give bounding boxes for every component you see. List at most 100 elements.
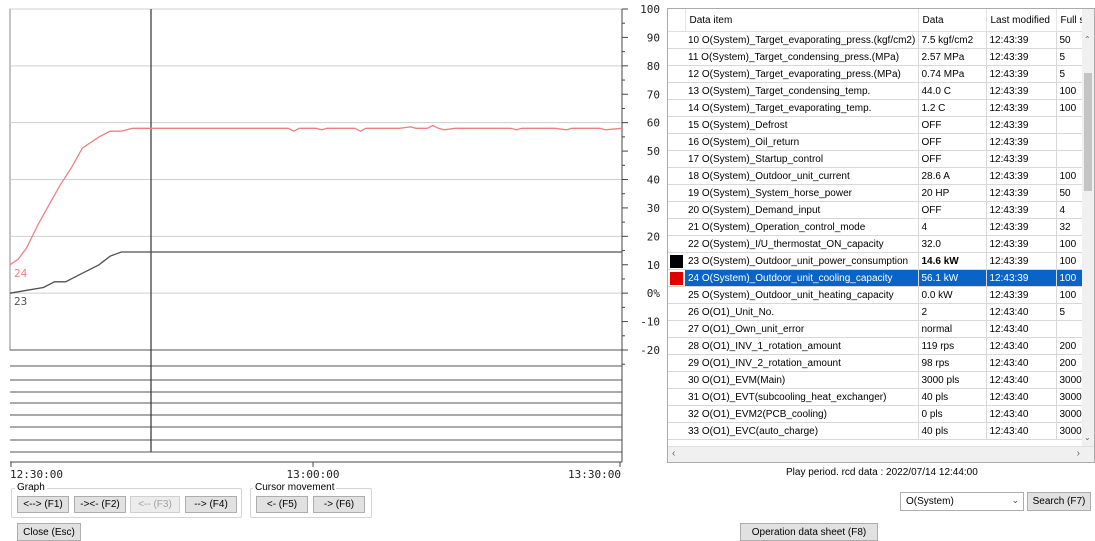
table-row[interactable]: 13 O(System)_Target_condensing_temp. 44.0… [668, 82, 1086, 100]
graph-scroll-left-button[interactable]: <-- (F3) [130, 496, 180, 513]
cell-last-modified: 12:43:40 [986, 405, 1057, 423]
operation-data-sheet-button[interactable]: Operation data sheet (F8) [740, 523, 878, 541]
trend-chart[interactable]: 24 23 100 90 80 70 60 50 40 30 20 10 0% -10 -20 12:30… [0, 0, 665, 485]
cell-data-item: 14 O(System)_Target_evaporating_temp. [685, 99, 919, 117]
table-row[interactable]: 14 O(System)_Target_evaporating_temp. 1.2… [668, 99, 1086, 117]
x-tick-label: 13:30:00 [568, 468, 621, 481]
cell-last-modified: 12:43:39 [986, 31, 1057, 49]
cell-data-value: 98 rps [918, 354, 987, 372]
table-row[interactable]: 17 O(System)_Startup_control OFF 12:43:39 [668, 150, 1086, 168]
cell-data-value: 44.0 C [918, 82, 987, 100]
cursor-right-button[interactable]: -> (F6) [313, 496, 365, 513]
table-row[interactable]: 15 O(System)_Defrost OFF 12:43:39 [668, 116, 1086, 134]
data-table-grid: Data item Data Last modified Full s 10 O… [668, 9, 1086, 440]
graph-zoom-out-button[interactable]: <--> (F1) [17, 496, 69, 513]
cell-data-value: 0.0 kW [918, 286, 987, 304]
table-row[interactable]: 29 O(O1)_INV_2_rotation_amount 98 rps 12:4… [668, 354, 1086, 372]
table-vertical-scrollbar[interactable]: ⌃ ⌄ [1082, 9, 1094, 449]
chevron-down-icon[interactable]: ⌄ [1011, 495, 1019, 505]
cell-data-item: 30 O(O1)_EVM(Main) [685, 371, 919, 389]
table-horizontal-scrollbar[interactable]: ‹ › [668, 446, 1094, 462]
cell-data-value: OFF [918, 116, 987, 134]
series-label-23: 23 [14, 295, 27, 308]
cell-full-scale: 200 [1056, 337, 1086, 355]
y-tick-label: 20 [647, 230, 660, 243]
table-row[interactable]: 16 O(System)_Oil_return OFF 12:43:39 [668, 133, 1086, 151]
cell-full-scale: 3000 [1056, 371, 1086, 389]
graph-scroll-right-button[interactable]: --> (F4) [185, 496, 237, 513]
graph-groupbox [11, 488, 242, 518]
cell-data-value: OFF [918, 133, 987, 151]
series-color-swatch [668, 371, 685, 389]
cell-data-value: 4 [918, 218, 987, 236]
graph-zoom-in-button[interactable]: -><- (F2) [74, 496, 126, 513]
series-color-swatch [668, 269, 685, 287]
cell-data-value: OFF [918, 150, 987, 168]
cell-data-item: 19 O(System)_System_horse_power [685, 184, 919, 202]
cursor-movement-group-label: Cursor movement [253, 482, 337, 493]
cell-data-item: 17 O(System)_Startup_control [685, 150, 919, 168]
close-button[interactable]: Close (Esc) [17, 523, 81, 541]
data-item-table[interactable]: Data item Data Last modified Full s 10 O… [667, 8, 1095, 463]
y-tick-label: 0% [647, 287, 661, 300]
table-row[interactable]: 20 O(System)_Demand_input OFF 12:43:39 4 [668, 201, 1086, 219]
cursor-left-button[interactable]: <- (F5) [256, 496, 308, 513]
search-button[interactable]: Search (F7) [1027, 492, 1091, 511]
series-color-swatch [668, 48, 685, 66]
x-tick-label: 12:30:00 [10, 468, 63, 481]
cell-data-item: 27 O(O1)_Own_unit_error [685, 320, 919, 338]
y-tick-label: 100 [640, 3, 660, 16]
cell-last-modified: 12:43:39 [986, 48, 1057, 66]
table-row[interactable]: 11 O(System)_Target_condensing_press.(MP… [668, 48, 1086, 66]
table-row[interactable]: 28 O(O1)_INV_1_rotation_amount 119 rps 12:… [668, 337, 1086, 355]
table-row[interactable]: 23 O(System)_Outdoor_unit_power_consumpt… [668, 252, 1086, 270]
scroll-up-icon[interactable]: ⌃ [1084, 35, 1091, 44]
y-tick-label: 80 [647, 60, 660, 73]
cell-data-item: 15 O(System)_Defrost [685, 116, 919, 134]
table-row[interactable]: 24 O(System)_Outdoor_unit_cooling_capaci… [668, 269, 1086, 287]
cell-data-item: 20 O(System)_Demand_input [685, 201, 919, 219]
table-row[interactable]: 33 O(O1)_EVC(auto_charge) 40 pls 12:43:40 3… [668, 422, 1086, 440]
table-row[interactable]: 22 O(System)_I/U_thermostat_ON_capacity 3… [668, 235, 1086, 253]
cell-data-item: 25 O(System)_Outdoor_unit_heating_capaci… [685, 286, 919, 304]
table-row[interactable]: 26 O(O1)_Unit_No. 2 12:43:40 5 [668, 303, 1086, 321]
series-color-swatch [668, 235, 685, 253]
cell-data-value: normal [918, 320, 987, 338]
scroll-left-icon[interactable]: ‹ [672, 448, 676, 459]
cell-data-value: 32.0 [918, 235, 987, 253]
cell-data-item: 22 O(System)_I/U_thermostat_ON_capacity [685, 235, 919, 253]
cell-data-item: 21 O(System)_Operation_control_mode [685, 218, 919, 236]
cell-last-modified: 12:43:39 [986, 167, 1057, 185]
column-header-data[interactable]: Data [918, 9, 987, 32]
series-label-24: 24 [14, 267, 28, 280]
chart-series: 24 23 [9, 124, 623, 308]
cell-data-item: 16 O(System)_Oil_return [685, 133, 919, 151]
series-color-swatch [668, 82, 685, 100]
series-color-swatch [668, 337, 685, 355]
table-row[interactable]: 12 O(System)_Target_evaporating_press.(M… [668, 65, 1086, 83]
table-row[interactable]: 31 O(O1)_EVT(subcooling_heat_exchanger) 4… [668, 388, 1086, 406]
vertical-scroll-thumb[interactable] [1084, 73, 1092, 191]
y-tick-label: 90 [647, 31, 660, 44]
cell-data-item: 31 O(O1)_EVT(subcooling_heat_exchanger) [685, 388, 919, 406]
scroll-down-icon[interactable]: ⌄ [1084, 433, 1091, 442]
chart-grid [9, 8, 623, 463]
column-header-last-modified[interactable]: Last modified [986, 9, 1057, 32]
cell-data-value: 56.1 kW [918, 269, 987, 287]
system-select[interactable]: O(System) ⌄ [900, 492, 1024, 511]
table-row[interactable]: 10 O(System)_Target_evaporating_press.(k… [668, 31, 1086, 49]
table-row[interactable]: 25 O(System)_Outdoor_unit_heating_capaci… [668, 286, 1086, 304]
scroll-right-icon[interactable]: › [1076, 448, 1080, 459]
cell-last-modified: 12:43:39 [986, 235, 1057, 253]
cell-data-value: 119 rps [918, 337, 987, 355]
table-row[interactable]: 32 O(O1)_EVM2(PCB_cooling) 0 pls 12:43:40 3… [668, 405, 1086, 423]
table-row[interactable]: 21 O(System)_Operation_control_mode 4 12:4… [668, 218, 1086, 236]
column-header-full-scale[interactable]: Full s [1056, 9, 1086, 32]
table-row[interactable]: 27 O(O1)_Own_unit_error normal 12:43:40 [668, 320, 1086, 338]
table-row[interactable]: 30 O(O1)_EVM(Main) 3000 pls 12:43:40 3000 [668, 371, 1086, 389]
cell-data-value: 14.6 kW [918, 252, 987, 270]
column-header-data-item[interactable]: Data item [685, 9, 919, 32]
cell-last-modified: 12:43:40 [986, 354, 1057, 372]
table-row[interactable]: 19 O(System)_System_horse_power 20 HP 12:4… [668, 184, 1086, 202]
